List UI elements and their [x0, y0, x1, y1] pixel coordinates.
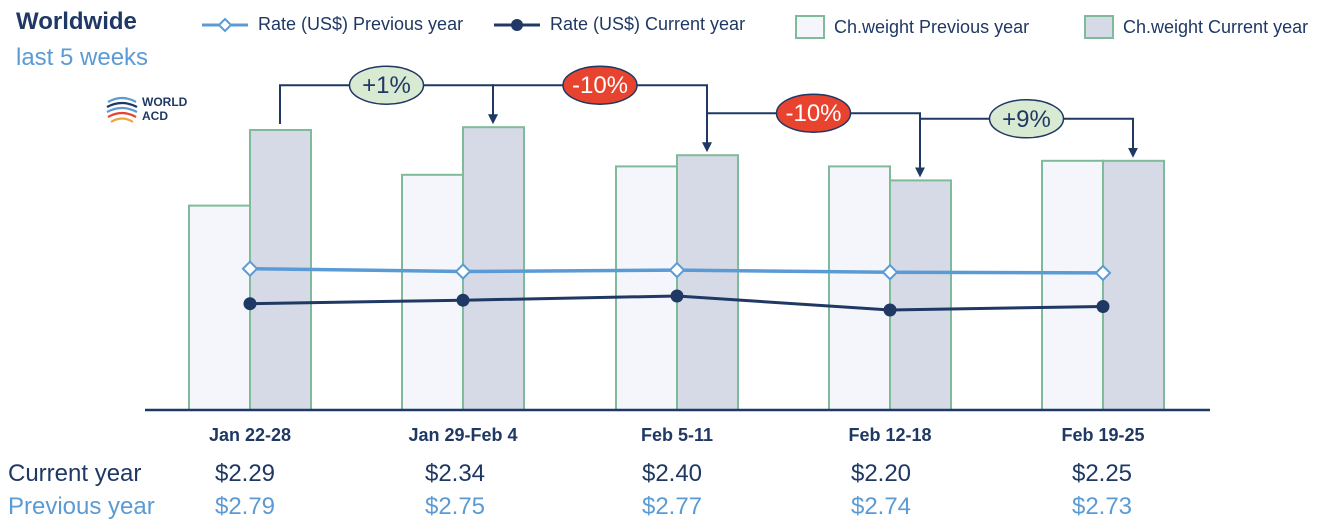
point-rate-previous: [1094, 264, 1112, 282]
rate-previous-value: $2.75: [424, 493, 486, 520]
legend-label: Ch.weight Previous year: [834, 16, 1030, 37]
point-rate-current: [670, 289, 684, 303]
world-acd-logo: WORLD ACD: [104, 92, 204, 132]
bar-chweight-current: [1102, 159, 1165, 411]
point-rate-previous: [881, 263, 899, 281]
x-tick-label: Feb 12-18: [848, 425, 931, 445]
rate-previous-value: $2.74: [850, 493, 912, 520]
point-rate-current: [243, 297, 257, 311]
legend-chweight-previous: Ch.weight Previous year: [794, 14, 1029, 40]
legend-box-icon: [1084, 15, 1114, 39]
x-tick-label: Jan 22-28: [209, 425, 291, 445]
bar-chweight-previous: [401, 173, 464, 411]
row-label-current: Current year: [8, 460, 142, 487]
rate-current-value: $2.34: [424, 460, 486, 487]
point-rate-previous: [241, 260, 259, 278]
chart-title: Worldwide: [16, 8, 137, 35]
bar-chweight-current: [462, 126, 525, 411]
rate-previous-value: $2.73: [1071, 493, 1133, 520]
bar-chweight-previous: [188, 204, 251, 411]
globe-icon: [106, 96, 138, 123]
bar-chweight-previous: [1041, 159, 1104, 411]
point-rate-current: [456, 293, 470, 307]
bar-chweight-current: [676, 154, 739, 411]
x-tick-labels: Jan 22-28 Jan 29-Feb 4 Feb 5-11 Feb 12-18 Fe…: [209, 425, 1145, 445]
change-annotations: +1% -10% -10% +9%: [279, 65, 1138, 178]
point-rate-previous: [668, 261, 686, 279]
lines-layer: [241, 260, 1112, 317]
chart-subtitle: last 5 weeks: [16, 44, 149, 71]
bar-chweight-current: [889, 179, 952, 411]
x-tick-label: Feb 19-25: [1061, 425, 1144, 445]
rate-current-value: $2.25: [1071, 460, 1133, 487]
legend-label: Rate (US$) Current year: [550, 14, 746, 34]
change-label: -10%: [785, 100, 841, 127]
logo-text-line1: WORLD: [142, 95, 188, 109]
rate-previous-value: $2.77: [641, 493, 703, 520]
rate-current-value: $2.40: [641, 460, 703, 487]
x-tick-label: Jan 29-Feb 4: [408, 425, 517, 445]
point-rate-current: [883, 303, 897, 317]
change-label: +9%: [1002, 106, 1051, 133]
legend-label: Rate (US$) Previous year: [258, 14, 464, 34]
legend-box-icon: [795, 15, 825, 39]
change-badge: [775, 93, 852, 133]
point-rate-current: [1096, 300, 1110, 313]
rate-current-value: $2.29: [214, 460, 276, 487]
row-label-previous: Previous year: [8, 493, 155, 520]
legend-label: Ch.weight Current year: [1123, 16, 1309, 37]
change-label: +1%: [362, 72, 411, 99]
change-label: -10%: [572, 72, 628, 99]
logo-text: WORLD ACD: [142, 95, 187, 123]
logo-text-line2: ACD: [142, 109, 168, 123]
legend-line-diamond-icon: [202, 17, 248, 32]
rate-current-value: $2.20: [850, 460, 912, 487]
rate-previous-value: $2.79: [214, 493, 276, 520]
legend-rate-current: Rate (US$) Current year: [492, 14, 745, 35]
x-tick-label: Feb 5-11: [641, 425, 713, 445]
change-badge: [348, 65, 425, 105]
bar-chweight-previous: [615, 165, 678, 411]
change-badge: [988, 99, 1065, 139]
legend-rate-previous: Rate (US$) Previous year: [200, 14, 463, 35]
legend-chweight-current: Ch.weight Current year: [1083, 14, 1308, 40]
bars-layer: [188, 126, 1165, 411]
bar-chweight-previous: [828, 165, 891, 411]
point-rate-previous: [454, 263, 472, 280]
change-badge: [562, 65, 638, 105]
legend-line-dot-icon: [494, 18, 540, 31]
